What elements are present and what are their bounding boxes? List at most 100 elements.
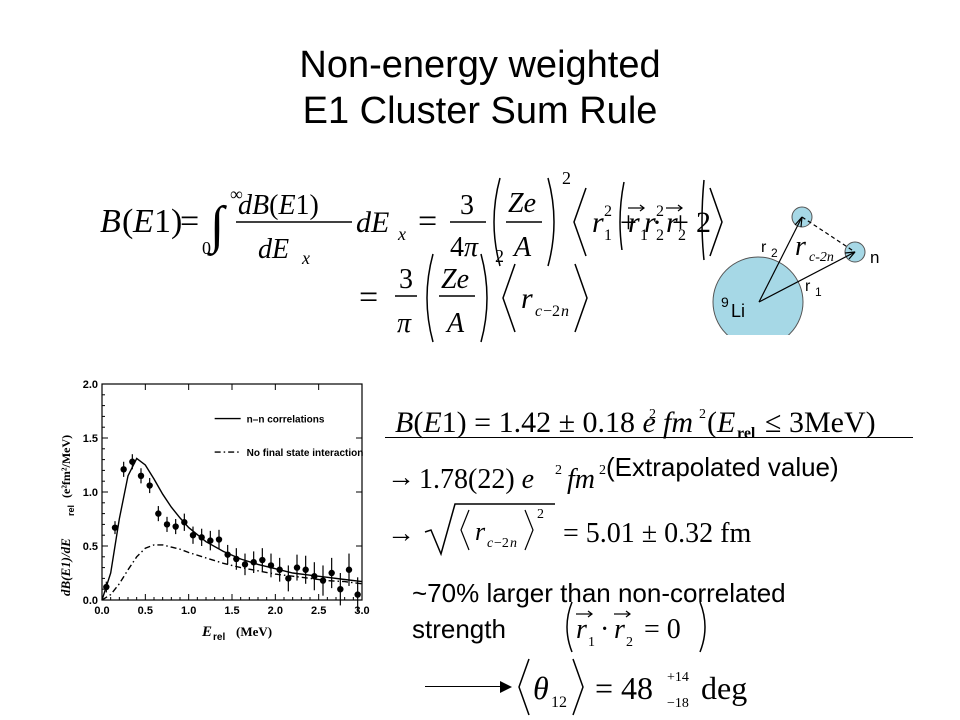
svg-text:r: r	[805, 278, 811, 295]
extrapolated-equation: → 1.78(22) e 2 fm 2	[387, 462, 606, 495]
svg-text:c: c	[535, 303, 542, 320]
svg-text:= 0: = 0	[644, 614, 681, 645]
svg-text:r: r	[614, 614, 625, 645]
svg-text:1.78(22) e: 1.78(22) e	[419, 464, 534, 495]
svg-text:=: =	[359, 279, 378, 316]
svg-text:2: 2	[699, 407, 706, 422]
x-tick-label: 0.5	[138, 605, 153, 617]
nn-correlation-curve	[101, 457, 363, 601]
divider-line	[385, 437, 913, 438]
svg-text:r: r	[644, 206, 656, 239]
svg-text:3: 3	[399, 264, 413, 295]
x-tick-label: 2.0	[268, 605, 283, 617]
data-point	[285, 575, 292, 582]
data-point	[319, 577, 327, 584]
arrow-head	[500, 681, 512, 693]
core-label-sup: 9	[721, 294, 729, 310]
svg-text:π: π	[397, 308, 412, 339]
svg-text:∫: ∫	[207, 197, 227, 256]
svg-text:2: 2	[649, 407, 656, 422]
svg-text:→: →	[387, 518, 415, 549]
y-axis-label-sub: rel	[66, 505, 76, 516]
svg-text:·: ·	[600, 614, 609, 645]
svg-text:2: 2	[626, 635, 633, 650]
data-point	[111, 524, 119, 531]
svg-text:θ: θ	[533, 670, 549, 706]
svg-text:n: n	[561, 303, 569, 320]
data-point	[276, 566, 283, 573]
svg-text:→: →	[387, 462, 415, 493]
svg-text:A: A	[445, 308, 465, 339]
rms-distance-equation: → r c −2 n 2 = 5.01 ± 0.32 fm	[387, 503, 751, 557]
data-point	[129, 458, 136, 465]
x-tick-label: 2.5	[311, 605, 326, 617]
svg-text:2: 2	[678, 227, 686, 244]
svg-text:2: 2	[599, 463, 606, 478]
data-point	[354, 591, 361, 598]
uncorrelated-condition: r 1 · r 2 = 0	[566, 601, 706, 653]
svg-text:2: 2	[656, 203, 664, 220]
svg-text:1: 1	[588, 635, 595, 650]
svg-text:2: 2	[771, 246, 778, 260]
y-tick-label: 2.0	[83, 379, 98, 391]
data-point	[189, 532, 197, 539]
core-label: Li	[731, 301, 745, 321]
svg-text:r: r	[576, 614, 587, 645]
svg-text:B(E1) = 1.42 ± 0.18 e: B(E1) = 1.42 ± 0.18 e	[395, 406, 656, 439]
x-tick-label: 0.0	[94, 605, 109, 617]
data-point	[250, 559, 257, 566]
svg-text:= 48: = 48	[595, 670, 653, 706]
svg-text:1: 1	[604, 227, 612, 244]
y-tick-label: 0.0	[83, 595, 98, 607]
x-axis-label-unit: (MeV)	[236, 624, 272, 639]
svg-text:rel: rel	[737, 425, 756, 442]
svg-text:fm: fm	[567, 464, 595, 495]
no-fsi-curve	[101, 544, 363, 601]
svg-text:n: n	[510, 536, 517, 551]
x-tick-label: 3.0	[354, 605, 369, 617]
svg-text:2: 2	[562, 168, 571, 188]
svg-text:(: (	[122, 203, 133, 240]
y-tick-label: 0.5	[83, 541, 98, 553]
data-point	[293, 564, 301, 571]
y-tick-label: 1.5	[83, 433, 98, 445]
correlation-note-line1: ~70% larger than non-correlated	[412, 578, 786, 608]
data-point	[224, 551, 231, 558]
svg-text:2: 2	[696, 206, 711, 239]
y-axis-label: dB(E1)/dE	[58, 538, 73, 596]
data-point	[337, 586, 344, 593]
data-point	[181, 519, 188, 526]
page-title-line2: E1 Cluster Sum Rule	[302, 90, 658, 132]
svg-text:1): 1)	[154, 203, 182, 240]
extrapolated-label: (Extrapolated value)	[606, 452, 839, 482]
svg-text:+: +	[620, 206, 637, 239]
data-point	[163, 521, 171, 528]
data-point	[259, 556, 266, 564]
data-point	[311, 573, 318, 580]
sum-rule-equation-end	[701, 179, 723, 261]
data-point	[172, 523, 179, 530]
svg-text:deg: deg	[701, 670, 747, 706]
y-tick-label: 1.0	[83, 487, 98, 499]
svg-text:dB(E1): dB(E1)	[238, 190, 319, 221]
measured-b-e1-equation: B(E1) = 1.42 ± 0.18 e 2 fm 2 (E rel ≤ 3M…	[395, 406, 876, 442]
svg-text:r: r	[795, 231, 806, 262]
svg-text:+14: +14	[667, 670, 689, 685]
data-point	[207, 537, 214, 544]
data-point	[267, 562, 275, 569]
svg-text:fm: fm	[663, 406, 693, 439]
svg-text:c-2n: c-2n	[809, 250, 834, 265]
data-point	[198, 534, 205, 541]
dot-product-term: r 1 · r 2	[619, 181, 686, 250]
svg-text:=: =	[180, 203, 199, 240]
svg-text:2: 2	[604, 203, 612, 220]
svg-text:−2: −2	[543, 303, 560, 320]
svg-text:+: +	[672, 206, 689, 239]
arrow-line	[425, 686, 509, 687]
svg-text:Ze: Ze	[508, 188, 536, 219]
data-point	[155, 510, 162, 517]
svg-text:r: r	[628, 206, 640, 239]
svg-text:12: 12	[551, 694, 567, 711]
data-point	[215, 536, 223, 543]
svg-text:1: 1	[640, 227, 648, 244]
